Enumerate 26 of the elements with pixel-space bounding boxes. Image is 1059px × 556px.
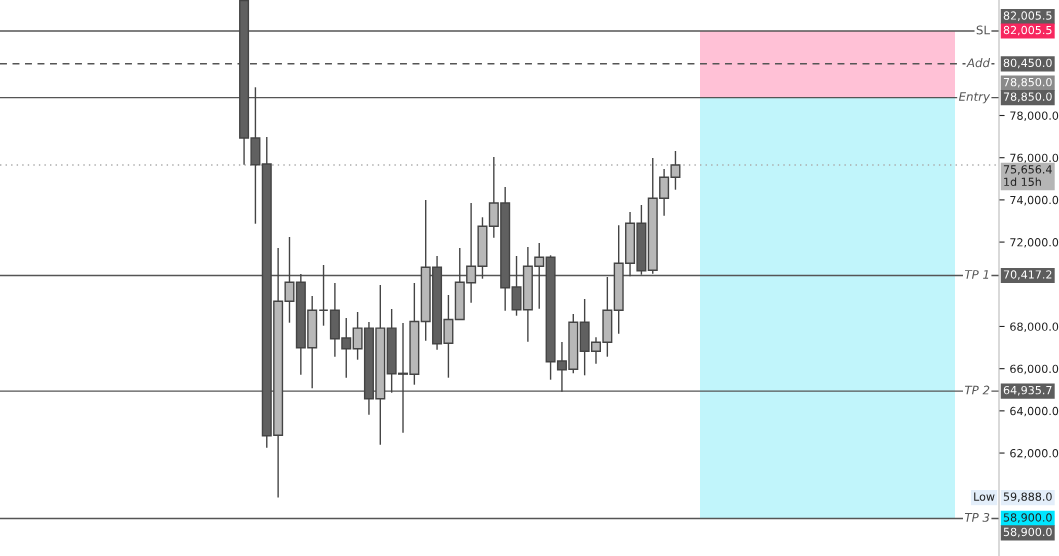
text: 82,005.5 [1003,25,1052,36]
text: 78,850.0 [1003,77,1052,88]
ref-line-label: TP 2 [964,385,990,395]
text: 70,417.2 [1003,270,1052,280]
y-tick-label: 78,000.0 [1010,111,1059,122]
ref-line-label: SL [976,25,990,35]
y-tick-label: 76,000.0 [1010,153,1059,164]
ref-line-label: TP 1 [964,270,989,279]
y-tick-label: 72,000.0 [1010,238,1059,248]
text: 58,900.0 [1003,513,1052,523]
ref-line-label: TP 3 [964,512,990,522]
text: 58,900.0 [1003,527,1052,538]
text: 80,450.0 [1003,58,1052,69]
y-tick-label: 74,000.0 [1010,195,1059,206]
y-tick-label: 62,000.0 [1010,449,1059,459]
ref-line-label: Add [966,58,991,68]
y-tick-label: 68,000.0 [1010,322,1059,332]
text: 59,888.0 [1003,492,1052,502]
y-tick-label: 66,000.0 [1010,364,1059,375]
annotation: Low [974,492,995,501]
text: 75,656.4 1d 15h [1003,165,1052,186]
y-tick-label: 64,000.0 [1010,406,1059,417]
text: 78,850.0 [1003,92,1052,102]
ref-line-label: Entry [958,92,991,104]
text: 82,005.5 [1003,11,1052,21]
text: 64,935.7 [1003,385,1052,396]
